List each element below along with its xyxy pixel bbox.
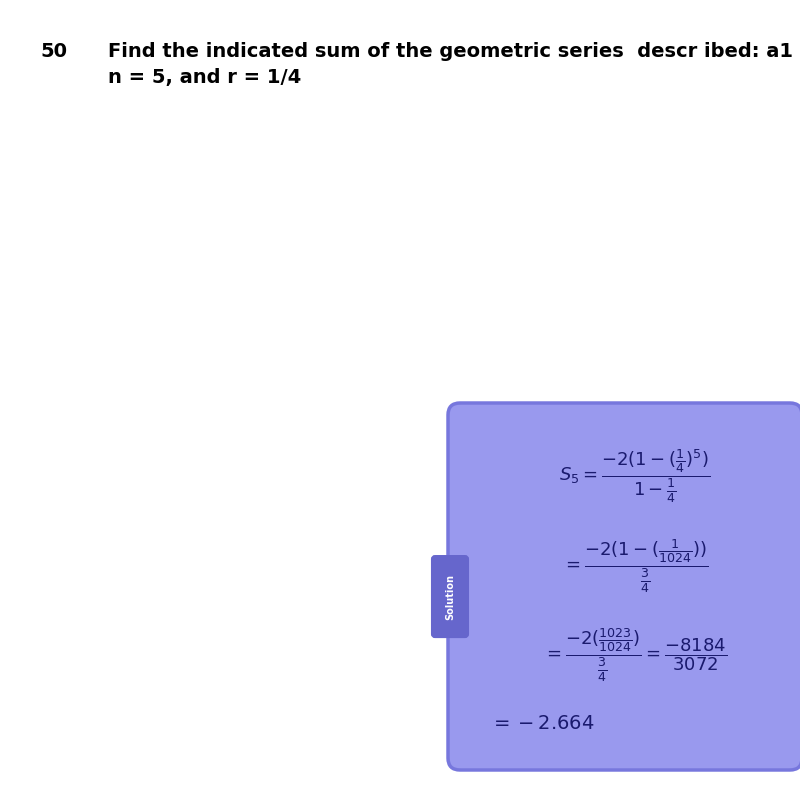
- Text: $= -2.664$: $= -2.664$: [490, 714, 595, 733]
- FancyBboxPatch shape: [432, 556, 468, 637]
- Text: Find the indicated sum of the geometric series  descr ibed: a1 = −2,: Find the indicated sum of the geometric …: [108, 42, 800, 61]
- Text: $S_5 = \dfrac{-2(1-(\frac{1}{4})^5)}{1-\frac{1}{4}}$: $S_5 = \dfrac{-2(1-(\frac{1}{4})^5)}{1-\…: [559, 448, 710, 506]
- Text: $= \dfrac{-2(\frac{1023}{1024})}{\frac{3}{4}} = \dfrac{-8184}{3072}$: $= \dfrac{-2(\frac{1023}{1024})}{\frac{3…: [543, 626, 727, 684]
- Text: 50: 50: [40, 42, 67, 61]
- Text: n = 5, and r = 1/4: n = 5, and r = 1/4: [108, 68, 302, 87]
- Text: $= \dfrac{-2(1-(\frac{1}{1024}))}{\frac{3}{4}}$: $= \dfrac{-2(1-(\frac{1}{1024}))}{\frac{…: [562, 537, 708, 595]
- Text: Solution: Solution: [445, 574, 455, 619]
- FancyBboxPatch shape: [448, 403, 800, 770]
